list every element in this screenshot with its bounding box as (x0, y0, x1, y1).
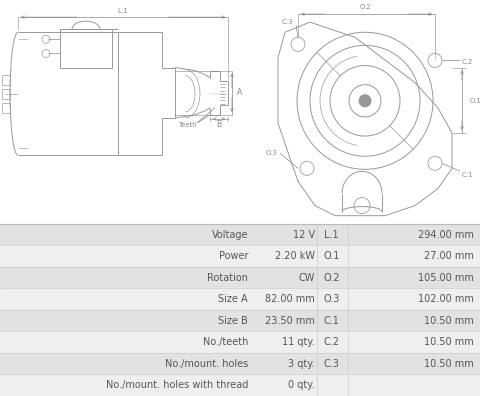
Circle shape (359, 95, 371, 107)
Text: B: B (216, 120, 222, 129)
Text: CW: CW (299, 272, 315, 283)
Text: 2.20 kW: 2.20 kW (275, 251, 315, 261)
Text: 0 qty.: 0 qty. (288, 380, 315, 390)
Text: Teeth: Teeth (178, 122, 197, 128)
Text: C.2: C.2 (324, 337, 339, 347)
Text: 10.50 mm: 10.50 mm (424, 337, 474, 347)
Text: 27.00 mm: 27.00 mm (424, 251, 474, 261)
Text: O.2: O.2 (360, 4, 372, 10)
Bar (0, 245, 480, 267)
Text: 82.00 mm: 82.00 mm (265, 294, 315, 304)
Text: 23.50 mm: 23.50 mm (265, 316, 315, 326)
Text: No./teeth: No./teeth (203, 337, 248, 347)
Text: C.1: C.1 (462, 172, 473, 178)
Bar (2, 103, 10, 113)
Text: C.3: C.3 (324, 359, 339, 369)
Text: No./mount. holes with thread: No./mount. holes with thread (106, 380, 248, 390)
Text: O.3: O.3 (324, 294, 340, 304)
Bar (0, 310, 480, 331)
Text: No./mount. holes: No./mount. holes (165, 359, 248, 369)
Text: O.1: O.1 (324, 251, 340, 261)
Text: O.2: O.2 (323, 272, 340, 283)
Bar (2, 89, 10, 99)
Bar (0, 267, 480, 288)
Text: 294.00 mm: 294.00 mm (418, 230, 474, 240)
Text: 10.50 mm: 10.50 mm (424, 359, 474, 369)
Text: C.1: C.1 (324, 316, 339, 326)
Bar (2, 74, 10, 85)
Text: 3 qty.: 3 qty. (288, 359, 315, 369)
Text: C.3: C.3 (281, 19, 293, 25)
Text: O.1: O.1 (470, 98, 480, 104)
Text: L.1: L.1 (118, 8, 128, 14)
Bar (0, 375, 480, 396)
Text: Size A: Size A (218, 294, 248, 304)
Text: 105.00 mm: 105.00 mm (418, 272, 474, 283)
Text: O.3: O.3 (266, 150, 278, 156)
Bar (0, 224, 480, 245)
Text: Size B: Size B (218, 316, 248, 326)
Bar (60, 29, 112, 68)
Text: Rotation: Rotation (207, 272, 248, 283)
Bar (0, 331, 480, 353)
Text: 102.00 mm: 102.00 mm (418, 294, 474, 304)
Text: L.1: L.1 (324, 230, 339, 240)
Text: Voltage: Voltage (212, 230, 248, 240)
Text: 11 qty.: 11 qty. (282, 337, 315, 347)
Bar (0, 353, 480, 375)
Text: Power: Power (218, 251, 248, 261)
Text: 10.50 mm: 10.50 mm (424, 316, 474, 326)
Bar (0, 288, 480, 310)
Text: 12 V: 12 V (293, 230, 315, 240)
Text: A: A (237, 88, 242, 97)
Text: C.2: C.2 (462, 59, 473, 65)
